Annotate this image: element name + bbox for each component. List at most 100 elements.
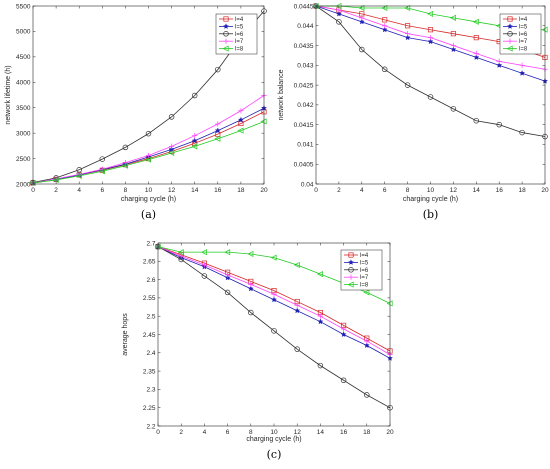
y-tick-label: 2.65 <box>143 259 156 266</box>
data-point <box>340 326 347 332</box>
legend-label: l=8 <box>235 47 244 53</box>
data-point <box>177 249 184 256</box>
y-tick-label: 0.0425 <box>294 82 314 89</box>
data-point <box>214 127 221 134</box>
data-point <box>427 34 434 41</box>
series-l=5 <box>155 243 393 361</box>
series-line <box>32 10 265 183</box>
legend-label: l=7 <box>519 39 528 45</box>
data-point <box>382 17 388 23</box>
x-axis-label: charging cycle (h) <box>121 196 176 203</box>
data-point <box>358 4 365 12</box>
data-point <box>191 92 198 99</box>
legend-marker <box>507 16 513 22</box>
y-tick-label: 2.5 <box>146 314 155 321</box>
data-point <box>364 338 370 344</box>
x-tick-label: 4 <box>360 187 364 194</box>
data-point <box>237 127 244 134</box>
data-point <box>381 66 388 73</box>
legend-label: l=6 <box>519 32 528 38</box>
data-point <box>450 14 456 21</box>
x-tick-label: 20 <box>260 187 268 194</box>
data-point <box>178 253 184 259</box>
y-axis-label: network lifetime (h) <box>5 65 12 124</box>
data-point <box>238 108 244 114</box>
legend-label: l=7 <box>360 275 369 281</box>
y-tick-label: 2.4 <box>146 350 155 357</box>
data-point <box>52 176 59 184</box>
data-point <box>427 27 434 33</box>
legend-marker <box>223 16 229 22</box>
legend-label: l=4 <box>360 253 369 259</box>
data-point <box>496 58 502 65</box>
x-tick-label: 20 <box>541 187 549 194</box>
data-point <box>427 10 434 17</box>
x-tick-label: 12 <box>168 187 176 194</box>
series-line <box>157 246 391 352</box>
data-point <box>201 273 208 279</box>
x-tick-label: 0 <box>31 187 35 194</box>
data-point <box>336 19 342 25</box>
legend-marker <box>348 274 354 280</box>
x-tick-label: 10 <box>270 429 278 436</box>
data-point <box>317 313 324 319</box>
y-tick-label: 2.7 <box>146 240 155 247</box>
data-point <box>168 146 175 152</box>
y-tick-label: 4000 <box>16 80 31 87</box>
x-tick-label: 16 <box>496 187 504 194</box>
data-point <box>363 342 370 349</box>
data-point <box>248 281 254 288</box>
plot-frame <box>315 5 546 185</box>
data-point <box>294 346 300 352</box>
data-point <box>145 156 152 163</box>
y-tick-label: 4500 <box>16 54 31 61</box>
data-point <box>122 144 129 151</box>
series-line <box>315 5 546 137</box>
panel-label: (c) <box>267 448 282 461</box>
x-tick-label: 10 <box>145 187 153 194</box>
data-point <box>271 296 277 303</box>
chart-average-hops: 0 2 4 6 8 10 12 14 16 18 20 2.2 2.25 2.3 2.35 2.4 2.45 2.… <box>122 240 394 461</box>
data-point <box>473 35 479 41</box>
data-point <box>201 262 208 268</box>
chart-network-lifetime: 0 2 4 6 8 10 12 14 16 18 20 2000 2500 3000 3500 4000 450… <box>5 3 268 221</box>
legend-marker <box>507 38 513 44</box>
x-axis-label: charging cycle (h) <box>403 196 458 203</box>
legend-marker <box>223 23 229 29</box>
data-point <box>473 50 479 57</box>
legend-marker <box>347 281 354 288</box>
data-point <box>404 34 411 41</box>
x-tick-label: 6 <box>383 187 387 194</box>
legend-label: l=5 <box>235 24 244 30</box>
legend: l=4l=5 l=6l=7 l=8 <box>499 13 542 55</box>
data-point <box>519 70 526 76</box>
data-point <box>294 302 300 308</box>
y-tick-label: 2000 <box>16 181 31 188</box>
y-tick-label: 2.45 <box>143 332 156 339</box>
y-tick-label: 5500 <box>16 3 31 10</box>
data-point <box>215 66 221 73</box>
data-point <box>270 254 277 261</box>
y-tick-label: 0.0445 <box>294 3 314 10</box>
legend: l=4l=5 l=6l=7 l=8 <box>340 249 383 291</box>
legend-label: l=7 <box>235 39 244 45</box>
x-tick-label: 2 <box>337 187 341 194</box>
legend-label: l=6 <box>360 268 369 274</box>
legend-marker <box>223 31 229 37</box>
data-point <box>496 121 502 128</box>
x-tick-label: 8 <box>124 187 128 194</box>
y-tick-label: 0.04 <box>301 181 314 188</box>
x-tick-label: 14 <box>317 429 325 436</box>
series-line <box>157 246 391 409</box>
legend-marker <box>348 259 354 265</box>
legend-label: l=5 <box>519 24 528 30</box>
legend-marker <box>222 45 229 52</box>
data-point <box>450 31 456 37</box>
data-point <box>191 143 198 150</box>
data-point <box>224 289 231 296</box>
x-tick-label: 14 <box>473 187 481 194</box>
plot-frame <box>32 5 265 185</box>
legend-marker <box>348 252 354 258</box>
panel-label: (a) <box>141 208 156 221</box>
